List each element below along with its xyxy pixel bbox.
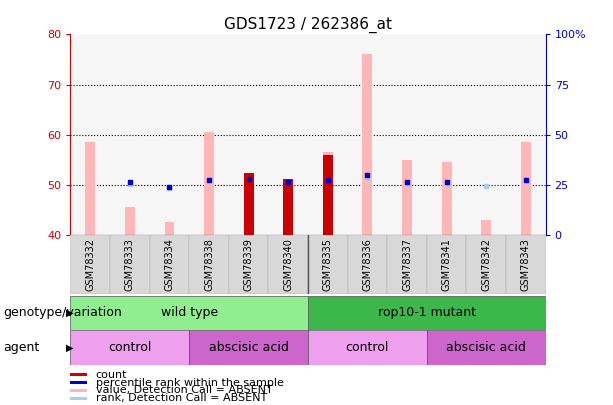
Bar [189, 330, 308, 364]
Bar [521, 142, 531, 235]
Bar [427, 235, 466, 294]
Text: GSM78333: GSM78333 [125, 238, 135, 291]
Bar [110, 235, 150, 294]
Text: GSM78338: GSM78338 [204, 238, 214, 291]
Text: GSM78334: GSM78334 [164, 238, 175, 291]
Bar [268, 235, 308, 294]
Text: count: count [96, 370, 128, 380]
Bar [150, 235, 189, 294]
Bar [244, 177, 254, 235]
Bar [204, 132, 214, 235]
Text: abscisic acid: abscisic acid [446, 341, 526, 354]
Bar [110, 34, 150, 235]
Text: GSM78337: GSM78337 [402, 238, 412, 291]
Bar [283, 179, 293, 235]
Bar [189, 34, 229, 235]
Bar [308, 330, 427, 364]
Text: GSM78332: GSM78332 [85, 238, 95, 291]
Text: control: control [346, 341, 389, 354]
Text: abscisic acid: abscisic acid [208, 341, 289, 354]
Bar [308, 34, 348, 235]
Bar [506, 235, 546, 294]
Text: GSM78339: GSM78339 [243, 238, 254, 291]
Text: wild type: wild type [161, 306, 218, 320]
Bar [466, 34, 506, 235]
Bar [70, 396, 86, 400]
Bar [308, 235, 348, 294]
Bar [189, 235, 229, 294]
Text: GSM78336: GSM78336 [362, 238, 373, 291]
Bar [362, 54, 372, 235]
Bar [85, 142, 95, 235]
Bar [229, 235, 268, 294]
Bar [70, 296, 308, 330]
Bar [387, 235, 427, 294]
Text: GSM78343: GSM78343 [521, 238, 531, 291]
Bar [229, 34, 268, 235]
Bar [70, 373, 86, 376]
Bar [164, 222, 175, 235]
Bar [427, 330, 546, 364]
Bar [323, 152, 333, 235]
Text: agent: agent [3, 341, 39, 354]
Bar [506, 34, 546, 235]
Bar [268, 34, 308, 235]
Bar [387, 34, 427, 235]
Bar [402, 160, 412, 235]
Bar [70, 34, 110, 235]
Title: GDS1723 / 262386_at: GDS1723 / 262386_at [224, 17, 392, 33]
Text: value, Detection Call = ABSENT: value, Detection Call = ABSENT [96, 386, 273, 395]
Bar [283, 179, 293, 235]
Text: percentile rank within the sample: percentile rank within the sample [96, 378, 284, 388]
Bar [427, 34, 466, 235]
Text: control: control [108, 341, 151, 354]
Bar [70, 389, 86, 392]
Text: GSM78341: GSM78341 [441, 238, 452, 291]
Bar [70, 330, 189, 364]
Text: ▶: ▶ [66, 308, 74, 318]
Bar [70, 235, 110, 294]
Bar [348, 235, 387, 294]
Bar [308, 296, 546, 330]
Text: ▶: ▶ [66, 342, 74, 352]
Bar [348, 34, 387, 235]
Text: rank, Detection Call = ABSENT: rank, Detection Call = ABSENT [96, 393, 267, 403]
Bar [125, 207, 135, 235]
Bar [323, 155, 333, 235]
Bar [70, 381, 86, 384]
Bar [441, 162, 452, 235]
Text: GSM78335: GSM78335 [323, 238, 333, 291]
Bar [150, 34, 189, 235]
Bar [481, 220, 491, 235]
Bar [466, 235, 506, 294]
Bar [244, 173, 254, 235]
Text: rop10-1 mutant: rop10-1 mutant [378, 306, 476, 320]
Text: GSM78340: GSM78340 [283, 238, 293, 291]
Text: genotype/variation: genotype/variation [3, 306, 122, 320]
Text: GSM78342: GSM78342 [481, 238, 491, 291]
